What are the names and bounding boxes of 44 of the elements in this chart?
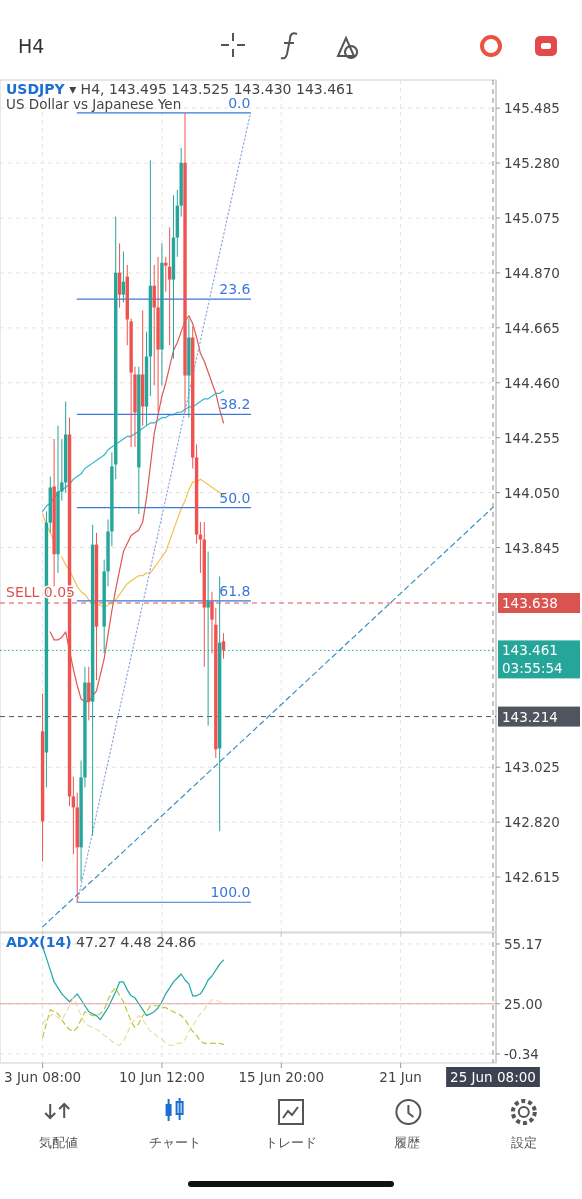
text: チャート: [148, 1135, 201, 1150]
y-tick-label: 142.615: [504, 869, 560, 886]
ref-line-label: 143.461: [502, 642, 558, 659]
candlestick: [164, 256, 168, 293]
y-tick-label: 142.820: [504, 814, 560, 831]
y-tick-label: 144.665: [504, 319, 560, 336]
y-tick-label: 25.00: [504, 995, 543, 1012]
x-tick-label: 25 Jun 08:00: [450, 1069, 536, 1085]
x-tick-label: 21 Jun: [379, 1069, 422, 1085]
y-tick-label: 144.050: [504, 484, 560, 501]
x-tick-label: 15 Jun 20:00: [238, 1069, 325, 1085]
line-series: [41, 997, 225, 1046]
y-tick-label: 144.255: [504, 429, 560, 446]
y-tick-label: 143.025: [504, 759, 560, 776]
x-tick-label: 3 Jun 08:00: [4, 1069, 82, 1085]
series-label: 38.2: [219, 396, 251, 413]
series-label: 100.0: [210, 884, 251, 901]
x-tick-label: 10 Jun 12:00: [119, 1069, 205, 1085]
y-tick-label: 143.845: [504, 539, 560, 556]
text: 履歴: [394, 1135, 421, 1150]
y-tick-label: 145.075: [504, 209, 560, 226]
ref-line-label: 143.638: [502, 594, 558, 611]
text: 設定: [510, 1135, 537, 1150]
series-label: 23.6: [219, 281, 251, 298]
chart-title: ADX(14) 47.27 4.48 24.86: [6, 934, 197, 950]
line-series: [41, 506, 494, 928]
y-tick-label: -0.34: [504, 1045, 539, 1062]
series-label: 0.0: [228, 94, 251, 111]
chart-title: USDJPY ▾ H4, 143.495 143.525 143.430 143.461: [6, 81, 354, 97]
text: US Dollar vs Japanese Yen: [6, 96, 182, 112]
y-tick-label: 145.280: [504, 155, 560, 172]
y-tick-label: 55.17: [504, 935, 543, 952]
text: 03:55:54: [502, 660, 563, 677]
y-tick-label: 144.870: [504, 264, 560, 281]
text: 気配値: [38, 1135, 78, 1150]
text: H4: [18, 35, 45, 57]
y-tick-label: 145.485: [504, 100, 560, 117]
series-label: 61.8: [219, 582, 251, 599]
series-label: 50.0: [219, 489, 251, 506]
line-series: [76, 112, 252, 903]
y-tick-label: 144.460: [504, 374, 560, 391]
line-series: [41, 987, 225, 1045]
ref-line-label: 143.214: [502, 708, 558, 725]
text: トレード: [265, 1135, 317, 1150]
